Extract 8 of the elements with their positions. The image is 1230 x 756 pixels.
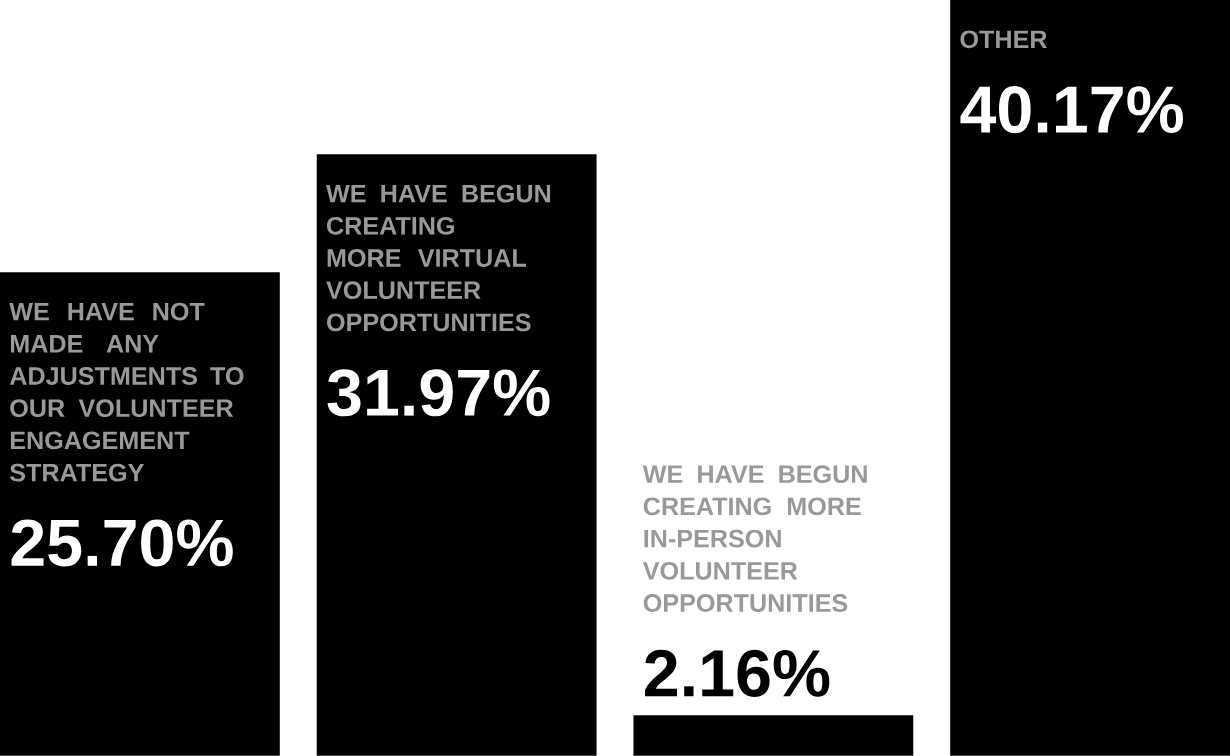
x-tick-label: OTHER: [960, 30, 1048, 49]
x-tick-label: WE HAVE NOT MADE ANY ADJUSTMENTS TO OUR VOLUNTEER ENGAGEMENT STRATEGY: [9, 302, 244, 482]
data-label: 40.17%: [960, 86, 1183, 134]
x-tick-label: WE HAVE BEGUN CREATING MORE IN-PERSON VOLUNTEER OPPORTUNITIES: [642, 465, 867, 613]
x-tick-label: WE HAVE BEGUN CREATING MORE VIRTUAL VOLUNTEER OPPORTUNITIES: [326, 184, 551, 332]
data-label: 31.97%: [327, 369, 550, 417]
data-label: 2.16%: [645, 649, 830, 697]
data-label: 25.70%: [11, 519, 233, 567]
